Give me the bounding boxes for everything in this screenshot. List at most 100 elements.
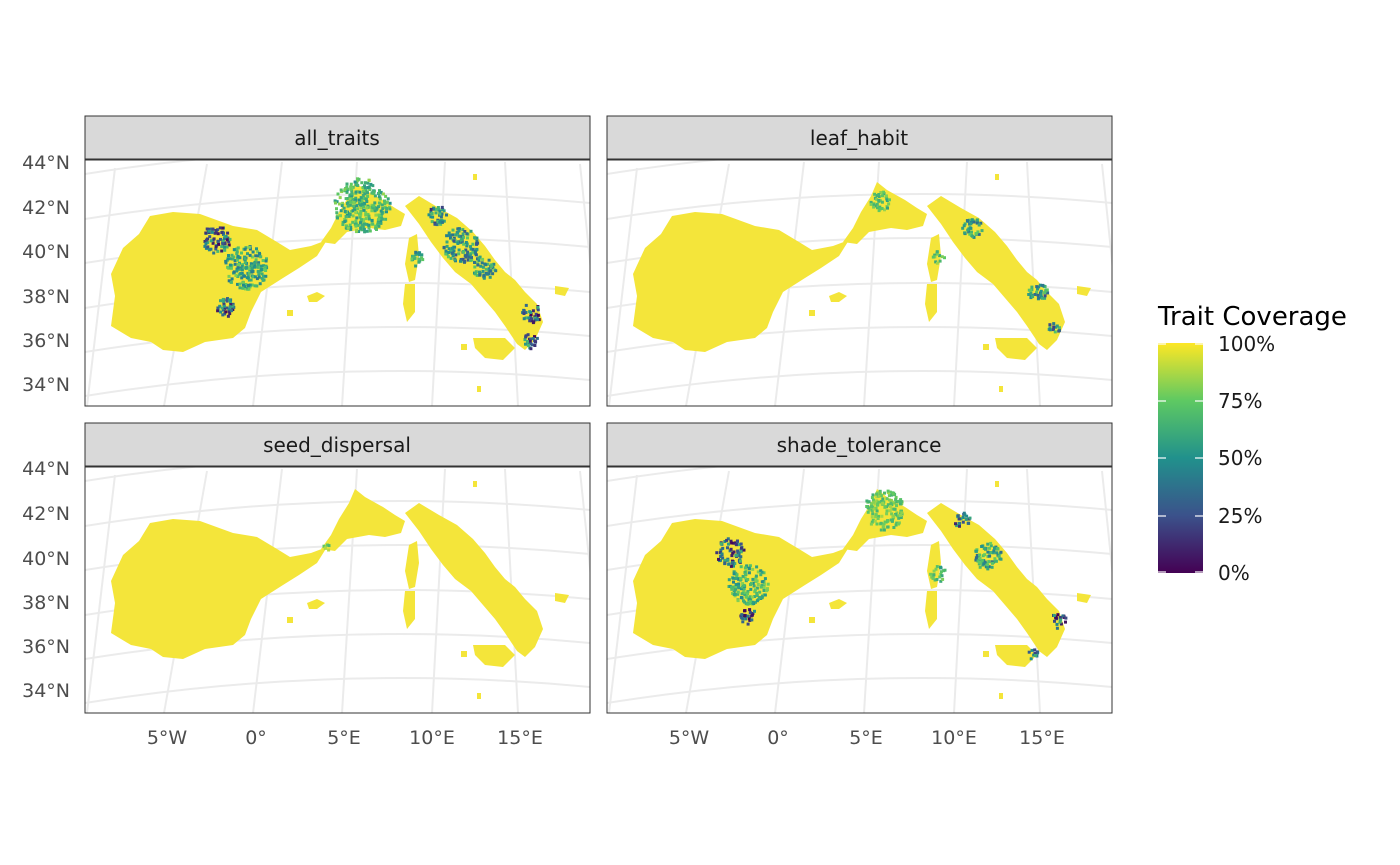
coverage-cell	[222, 308, 225, 312]
coverage-cell	[346, 197, 350, 200]
coverage-cell	[531, 309, 535, 313]
coverage-cell	[1058, 620, 1062, 624]
coverage-cell	[878, 489, 882, 493]
coverage-cell	[324, 546, 327, 550]
graticule-line	[607, 467, 724, 482]
coverage-cell	[993, 559, 997, 563]
coverage-cell	[987, 546, 991, 550]
coverage-cell	[983, 553, 987, 557]
coverage-cell	[417, 260, 421, 264]
coverage-cell	[354, 183, 358, 187]
coverage-cell	[367, 214, 371, 218]
coverage-cell	[206, 241, 210, 245]
coverage-cell	[359, 206, 363, 210]
coverage-cell	[935, 578, 939, 581]
coverage-cell	[466, 236, 469, 240]
coverage-cell	[966, 228, 970, 232]
coverage-cell	[766, 587, 769, 591]
coverage-cell	[454, 253, 458, 257]
coverage-cell	[1041, 283, 1045, 287]
coverage-cell	[1029, 288, 1032, 292]
coverage-cell	[753, 595, 757, 598]
coverage-cell	[257, 261, 261, 265]
coverage-cell	[447, 231, 451, 235]
coverage-cell	[957, 522, 961, 526]
x-tick-label: 5°W	[669, 727, 710, 749]
land-region	[927, 196, 1065, 350]
coverage-cell	[1055, 626, 1059, 630]
coverage-cell	[524, 316, 528, 320]
coverage-cell	[739, 587, 743, 591]
coverage-cell	[240, 268, 244, 272]
coverage-cell	[349, 210, 353, 214]
coverage-cell	[372, 192, 376, 196]
graticule-line	[85, 160, 202, 175]
coverage-cell	[939, 565, 942, 569]
coverage-cell	[238, 267, 242, 271]
coverage-cell	[748, 564, 752, 568]
coverage-cell	[533, 344, 537, 347]
coverage-cell	[762, 571, 766, 575]
coverage-cell	[348, 213, 352, 216]
coverage-cell	[892, 507, 896, 511]
coverage-cell	[236, 266, 240, 270]
coverage-cell	[441, 208, 445, 211]
coverage-cell	[452, 239, 456, 243]
coverage-cell	[935, 565, 939, 569]
coverage-cell	[336, 192, 340, 196]
coverage-cell	[355, 204, 359, 208]
coverage-cell	[743, 571, 747, 574]
coverage-cell	[962, 224, 966, 228]
coverage-cell	[717, 557, 720, 561]
coverage-cell	[730, 554, 734, 558]
coverage-cell	[1052, 325, 1056, 329]
coverage-cell	[222, 304, 226, 308]
coverage-cell	[327, 548, 331, 552]
coverage-cell	[876, 503, 880, 507]
coverage-cell	[972, 220, 976, 224]
coverage-cell	[358, 221, 362, 225]
coverage-cell	[220, 249, 224, 253]
coverage-cell	[467, 255, 471, 259]
coverage-cell	[731, 576, 735, 580]
coverage-cell	[341, 223, 345, 226]
coverage-cell	[877, 193, 881, 196]
graticule-line	[86, 167, 116, 406]
coverage-cell	[356, 223, 360, 227]
coverage-cell	[737, 554, 741, 558]
land-region	[473, 481, 477, 487]
coverage-cell	[235, 258, 239, 262]
coverage-cell	[244, 246, 248, 250]
coverage-cell	[260, 272, 264, 276]
coverage-cell	[375, 228, 378, 231]
coverage-cell	[221, 226, 225, 230]
coverage-cell	[877, 500, 881, 504]
coverage-cell	[897, 516, 901, 520]
coverage-cell	[456, 242, 460, 245]
coverage-cell	[524, 342, 527, 346]
coverage-cell	[1043, 285, 1047, 289]
panel-frame	[84, 466, 591, 714]
legend-label: 0%	[1218, 561, 1250, 585]
coverage-cell	[354, 190, 358, 194]
coverage-cell	[257, 273, 261, 277]
panel-strip-title: all_traits	[294, 126, 380, 150]
coverage-cell	[354, 210, 358, 214]
coverage-cell	[471, 242, 475, 246]
coverage-cell	[223, 245, 227, 249]
panel-strip	[606, 422, 1113, 467]
coverage-cell	[756, 583, 760, 586]
land-region	[999, 386, 1003, 392]
coverage-cell	[991, 561, 994, 565]
coverage-cell	[746, 592, 749, 596]
coverage-cell	[364, 211, 368, 215]
coverage-cell	[1053, 330, 1057, 334]
coverage-cell	[968, 516, 972, 520]
coverage-cell	[440, 212, 444, 216]
coverage-cell	[358, 190, 362, 194]
coverage-cell	[888, 505, 892, 509]
coverage-cell	[474, 253, 478, 257]
coverage-cell	[885, 512, 889, 516]
coverage-cell	[216, 249, 220, 253]
coverage-cell	[892, 501, 896, 505]
